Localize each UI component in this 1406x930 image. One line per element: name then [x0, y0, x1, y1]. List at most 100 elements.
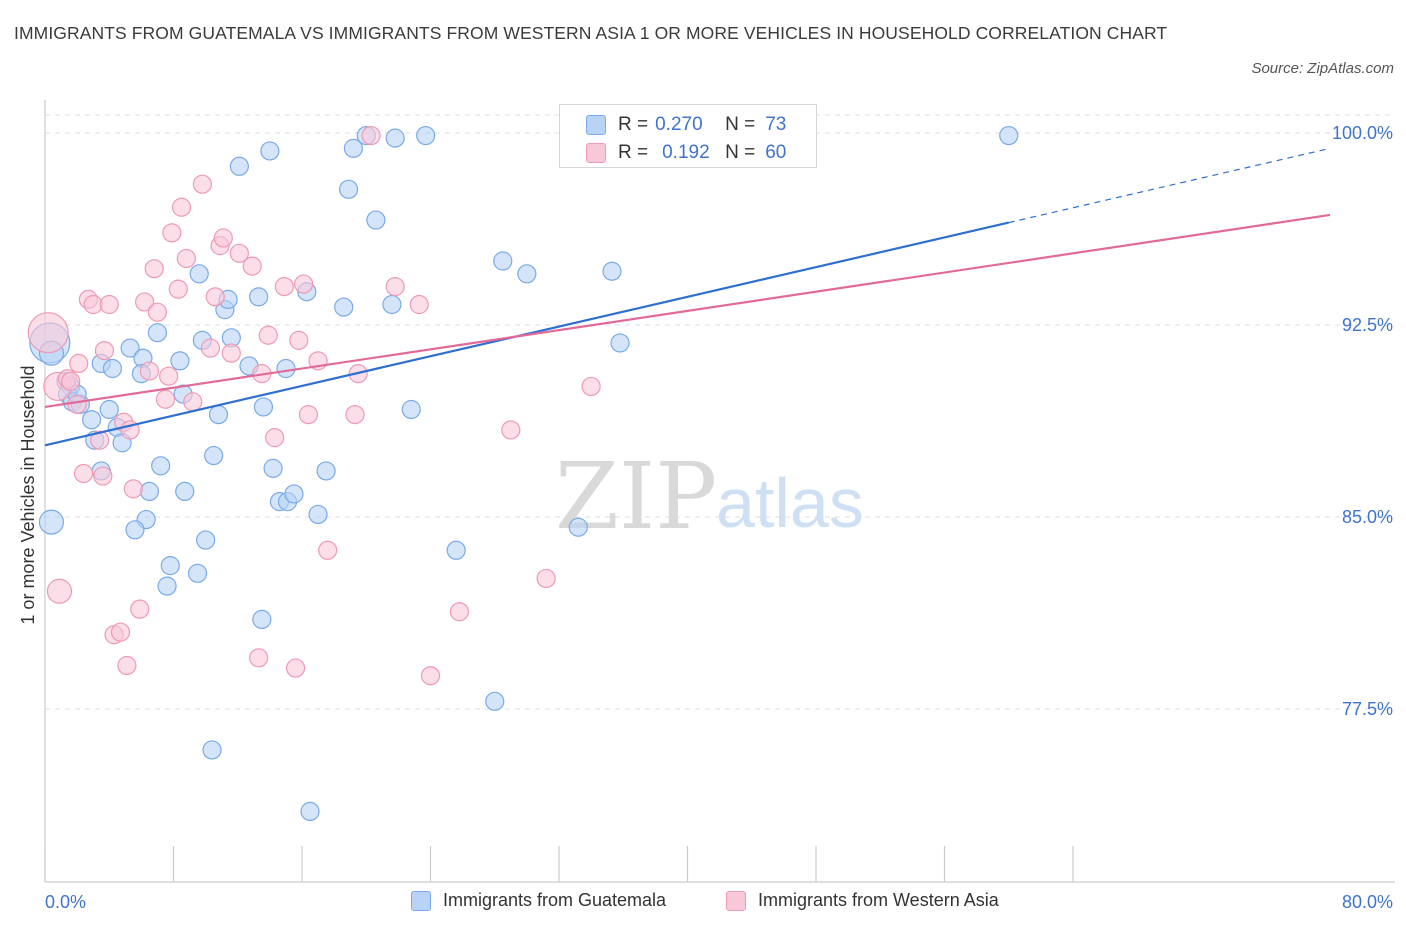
data-point	[90, 430, 110, 450]
data-point	[120, 338, 140, 358]
data-point	[175, 481, 195, 501]
y-tick-label: 92.5%	[1342, 315, 1393, 335]
data-point	[300, 801, 320, 822]
data-point	[289, 330, 309, 350]
data-point	[134, 292, 155, 312]
data-point	[999, 125, 1019, 146]
n-label: N =	[725, 142, 756, 163]
data-point	[517, 264, 537, 284]
data-point	[338, 179, 359, 199]
data-point	[139, 361, 160, 381]
source-label: Source: ZipAtlas.com	[1251, 60, 1394, 77]
data-point	[196, 530, 216, 550]
data-point	[249, 648, 269, 668]
data-point	[102, 358, 123, 379]
data-point	[581, 376, 601, 397]
data-point	[147, 302, 168, 322]
data-point	[213, 228, 233, 248]
stats-row-guatemala: R = 0.270 N = 73	[586, 112, 786, 138]
trend-line-western-asia	[44, 213, 1331, 409]
chart-title: IMMIGRANTS FROM GUATEMALA VS IMMIGRANTS …	[14, 23, 1168, 43]
data-point	[385, 277, 405, 297]
data-point	[202, 740, 222, 760]
data-point	[265, 428, 285, 448]
data-point	[284, 484, 304, 504]
legend-label: Immigrants from Guatemala	[443, 890, 667, 910]
r-value: 0.192	[662, 142, 710, 163]
data-point	[73, 463, 94, 484]
data-point	[99, 294, 119, 315]
data-point	[416, 125, 436, 146]
y-tick-label: 85.0%	[1342, 507, 1393, 527]
data-point	[117, 655, 137, 676]
stats-swatch-blue	[586, 115, 606, 135]
data-point	[568, 517, 588, 537]
data-point	[253, 397, 274, 417]
data-point	[242, 256, 262, 276]
data-point	[130, 599, 150, 619]
data-point	[274, 277, 294, 297]
r-label: R =	[618, 142, 649, 163]
data-point	[316, 461, 336, 481]
data-point	[260, 141, 280, 161]
data-point	[318, 540, 338, 560]
trend-line-guatemala-extension	[1008, 147, 1331, 224]
data-point	[610, 333, 630, 353]
stats-row-western-asia: R = 0.192 N = 60	[586, 140, 786, 166]
data-point	[249, 287, 269, 307]
trend-lines	[44, 147, 1331, 447]
data-point	[147, 323, 168, 343]
data-point	[170, 351, 190, 371]
data-point	[168, 279, 188, 299]
y-tick-label: 77.5%	[1342, 699, 1393, 719]
data-point	[493, 251, 513, 271]
data-point	[258, 325, 278, 345]
x-tick-labels: 0.0% 80.0%	[45, 892, 1393, 912]
data-point	[159, 366, 179, 386]
data-point	[200, 338, 221, 358]
n-value: 60	[765, 142, 787, 163]
data-point	[171, 197, 192, 217]
data-point	[298, 405, 319, 425]
data-point	[123, 479, 143, 499]
r-label: R =	[618, 114, 649, 135]
data-point	[99, 399, 119, 420]
data-point	[294, 274, 314, 294]
data-point	[420, 666, 441, 686]
y-tick-label: 100.0%	[1332, 123, 1393, 143]
data-point	[221, 343, 241, 363]
data-point	[385, 128, 405, 148]
x-tick-label: 0.0%	[45, 892, 86, 912]
data-point	[208, 405, 229, 425]
data-point	[229, 156, 249, 176]
data-point	[69, 353, 89, 373]
data-point	[361, 125, 381, 146]
data-point	[366, 210, 386, 230]
data-point	[176, 248, 196, 269]
data-point	[155, 389, 176, 409]
x-tick-label: 80.0%	[1342, 892, 1393, 912]
n-value: 73	[765, 114, 787, 135]
y-axis-label: 1 or more Vehicles in Household	[18, 365, 38, 624]
stats-swatch-pink	[586, 143, 606, 163]
y-tick-labels: 100.0% 92.5% 85.0% 77.5%	[1332, 123, 1393, 719]
grid-lines	[45, 114, 1395, 710]
data-point	[144, 259, 164, 279]
data-point	[94, 341, 115, 361]
data-point	[157, 576, 177, 596]
legend-item-western-asia[interactable]: Immigrants from Western Asia	[726, 890, 999, 911]
data-point	[151, 456, 171, 476]
data-point	[263, 458, 283, 478]
data-point	[252, 609, 272, 630]
data-point	[139, 481, 160, 501]
data-point	[382, 294, 402, 315]
data-point	[345, 405, 365, 425]
data-point	[602, 261, 622, 281]
axes	[44, 100, 1395, 883]
data-point	[183, 392, 203, 412]
data-point	[192, 174, 213, 194]
legend-item-guatemala[interactable]: Immigrants from Guatemala	[411, 890, 666, 911]
data-point	[125, 520, 145, 540]
data-point	[401, 399, 421, 420]
